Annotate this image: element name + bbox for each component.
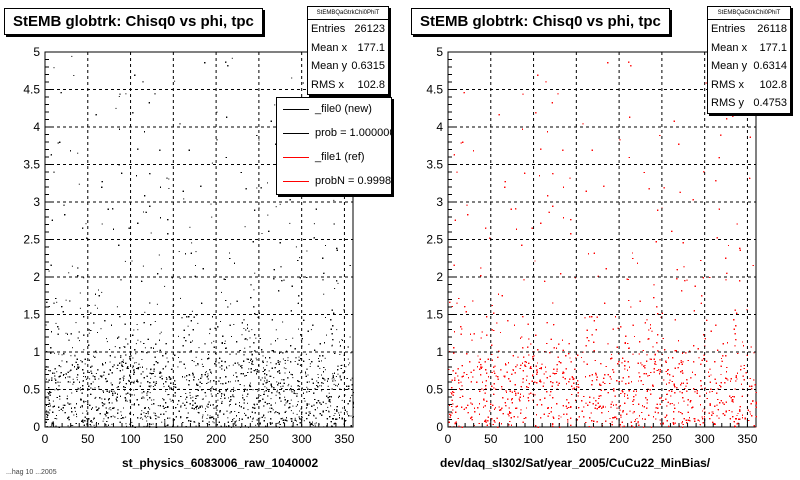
legend-entry-prob: prob = 1.000000 [277, 122, 391, 146]
y-tick-label: 1 [436, 345, 443, 359]
right-stats-row-entries: Entries 26118 [711, 23, 787, 35]
x-tick-label: 150 [163, 432, 183, 446]
y-tick-label: 1 [33, 345, 40, 359]
x-tick-label: 300 [292, 432, 312, 446]
y-tick-label: 1.5 [23, 308, 40, 322]
x-tick-label: 200 [206, 432, 226, 446]
y-tick-label: 3 [436, 195, 443, 209]
y-tick-label: 0.5 [426, 383, 443, 397]
legend-entry-file0: _file0 (new) [277, 98, 391, 122]
y-tick-label: 4.5 [426, 83, 443, 97]
y-tick-label: 3.5 [426, 158, 443, 172]
right-stats-name: StEMBQaGtrkChi0PhiT [708, 7, 790, 20]
left-plot-title: StEMB globtrk: Chisq0 vs phi, tpc [4, 8, 263, 35]
x-tick-label: 50 [484, 432, 498, 446]
y-tick-label: 4.5 [23, 83, 40, 97]
y-tick-label: 4 [436, 120, 443, 134]
left-stats-row-entries: Entries 26123 [311, 23, 385, 35]
x-tick-label: 200 [609, 432, 629, 446]
legend-entry-file1: _file1 (ref) [277, 146, 391, 170]
y-tick-label: 5 [436, 45, 443, 59]
x-tick-label: 250 [249, 432, 269, 446]
x-tick-label: 350 [737, 432, 757, 446]
y-tick-label: 2 [33, 270, 40, 284]
legend-entry-probN: probN = 0.999845 [277, 170, 391, 194]
series-ref [448, 57, 757, 428]
x-tick-label: 0 [445, 432, 452, 446]
right-stats-row-rmsy: RMS y 0.4753 [711, 97, 787, 109]
y-tick-label: 5 [33, 45, 40, 59]
x-tick-label: 50 [81, 432, 95, 446]
y-tick-label: 3 [33, 195, 40, 209]
x-tick-label: 0 [42, 432, 49, 446]
left-stats-name: StEMBQaGtrkChi0PhiT [308, 7, 388, 20]
y-tick-label: 0 [33, 420, 40, 434]
y-tick-label: 2.5 [23, 233, 40, 247]
right-x-footer: dev/daq_sl302/Sat/year_2005/CuCu22_MinBi… [440, 456, 711, 470]
x-tick-label: 100 [121, 432, 141, 446]
y-tick-label: 0 [436, 420, 443, 434]
x-tick-label: 250 [652, 432, 672, 446]
y-tick-label: 0.5 [23, 383, 40, 397]
legend-line-icon [283, 109, 309, 110]
left-stats-row-meanx: Mean x 177.1 [311, 41, 385, 54]
y-tick-label: 3.5 [23, 158, 40, 172]
right-plot-title: StEMB globtrk: Chisq0 vs phi, tpc [411, 8, 670, 35]
legend-line-icon [283, 157, 309, 158]
x-tick-label: 100 [524, 432, 544, 446]
legend-line-icon [283, 133, 309, 134]
left-footer-cut: ...hag 10 ...2005 [6, 469, 57, 476]
x-tick-label: 300 [695, 432, 715, 446]
left-x-footer: st_physics_6083006_raw_1040002 [122, 456, 319, 470]
y-tick-label: 4 [33, 120, 40, 134]
y-tick-label: 2 [436, 270, 443, 284]
left-stats-row-meany: Mean y 0.6315 [311, 60, 385, 72]
legend-line-icon [283, 181, 309, 182]
x-tick-label: 350 [334, 432, 354, 446]
right-stats-row-meany: Mean y 0.6314 [711, 60, 787, 72]
legend-box: _file0 (new) prob = 1.000000 _file1 (ref… [276, 97, 392, 195]
y-tick-label: 2.5 [426, 233, 443, 247]
x-tick-label: 150 [566, 432, 586, 446]
right-stats-row-rmsx: RMS x 102.8 [711, 78, 787, 91]
right-stats-row-meanx: Mean x 177.1 [711, 41, 787, 54]
left-stats-row-rmsx: RMS x 102.8 [311, 78, 385, 91]
y-tick-label: 1.5 [426, 308, 443, 322]
